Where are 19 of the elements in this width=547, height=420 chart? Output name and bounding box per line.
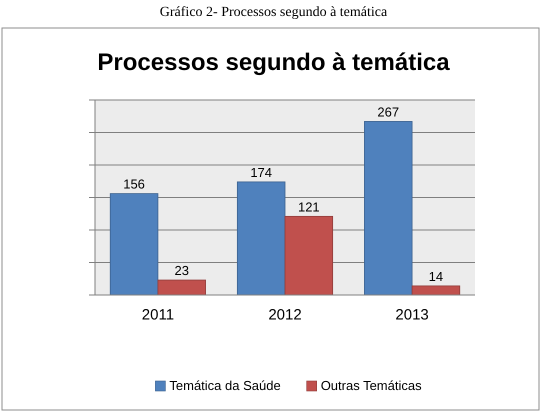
x-tick-label: 2013: [395, 306, 429, 324]
chart-title: Processos segundo à temática: [97, 49, 450, 76]
bar: [284, 216, 334, 296]
legend-label: Outras Temáticas: [320, 378, 422, 393]
bar: [110, 193, 158, 296]
bar: [412, 286, 460, 296]
data-label: 121: [298, 199, 320, 214]
data-label: 174: [250, 164, 272, 180]
x-tick-label: 2012: [268, 306, 302, 324]
bar: [236, 182, 286, 296]
data-label: 267: [377, 104, 400, 120]
bar: [158, 280, 206, 296]
data-label: 156: [123, 176, 145, 192]
legend-label: Temática da Saúde: [169, 378, 281, 393]
x-tick-label: 2011: [142, 306, 174, 324]
text: Gráfico 2- Processos segundo à temática: [160, 5, 388, 20]
data-label: 23: [174, 263, 189, 278]
bar: [364, 121, 412, 296]
data-label: 14: [428, 268, 444, 284]
